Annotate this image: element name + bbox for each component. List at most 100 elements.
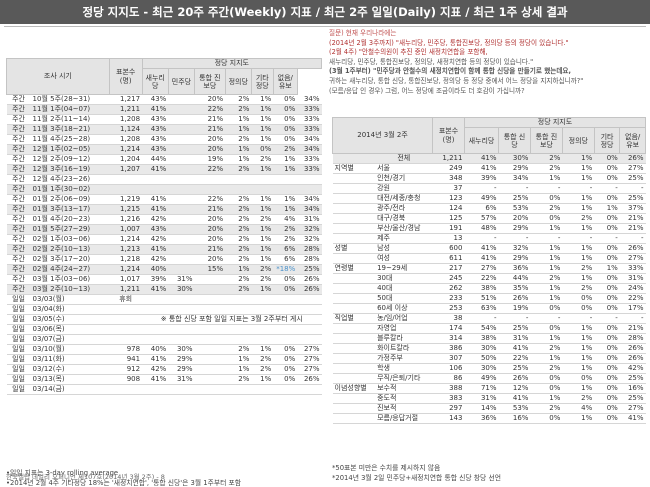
- row-value: [168, 174, 195, 185]
- row-value: [168, 144, 195, 155]
- row-value: 2%: [273, 234, 298, 245]
- detail-value: 33%: [619, 263, 646, 274]
- detail-value: 0%: [594, 223, 620, 234]
- row-type: 일일: [6, 384, 31, 395]
- detail-value: 1%: [562, 353, 595, 364]
- detail-value: 1%: [562, 203, 595, 214]
- row-value: 43%: [142, 134, 169, 145]
- row-type: 일일: [6, 354, 31, 365]
- row-period: 03/14(금): [30, 384, 110, 395]
- row-value: 21%: [194, 204, 226, 215]
- question-line: (2월 4주) "안철수의원이 추진 중인 새정치연합을 포함해,: [329, 48, 488, 57]
- row-value: [168, 384, 195, 395]
- detail-value: 25%: [619, 373, 646, 384]
- row-type: 주간: [6, 234, 31, 245]
- table-row: 일일 03/13(목) 908 41% 31% 2% 1% 0% 26%: [6, 374, 322, 385]
- detail-value: -: [498, 313, 531, 324]
- row-value: 22%: [194, 104, 226, 115]
- detail-sample: 1,211: [432, 153, 465, 164]
- table-row: 주간 03월 1주(03~06) 1,017 39% 31% 2% 2% 0% 26%: [6, 274, 322, 285]
- row-value: [297, 174, 322, 185]
- row-value: 43%: [142, 94, 169, 105]
- row-value: [225, 384, 252, 395]
- detail-table-panel: 2014년 3월 2주 표본수 (명) 정당 지지도 새누리당 통합 신당 통합 진…: [331, 117, 647, 482]
- detail-row: 화이트칼라 386 30% 41% 2% 1% 0% 26%: [332, 343, 646, 354]
- detail-value: 26%: [619, 343, 646, 354]
- detail-value: -: [594, 233, 620, 244]
- detail-group: [332, 273, 376, 284]
- detail-group: [332, 153, 376, 164]
- detail-group: 직업별: [332, 313, 376, 324]
- row-sample: 1,218: [109, 254, 143, 265]
- detail-value: 0%: [594, 383, 620, 394]
- detail-value: 53%: [498, 203, 531, 214]
- detail-group: 이념성향별: [332, 383, 376, 394]
- detail-value: 53%: [498, 403, 531, 414]
- detail-value: 2%: [530, 403, 563, 414]
- detail-row: 중도적 383 31% 41% 1% 2% 0% 25%: [332, 393, 646, 404]
- row-value: 0%: [273, 284, 298, 295]
- detail-sample: 37: [432, 183, 465, 194]
- row-sample: 1,215: [109, 204, 143, 215]
- row-value: 43%: [142, 114, 169, 125]
- row-value: [168, 194, 195, 205]
- row-type: 주간: [6, 134, 31, 145]
- row-period: 03/10(월): [30, 344, 110, 355]
- note-line: •일일 지표는 3-day rolling average: [6, 469, 119, 477]
- detail-value: 0%: [530, 373, 563, 384]
- row-value: 29%: [168, 354, 195, 365]
- table-row: 주간 02월 1주(03~06) 1,214 42% 20% 2% 1% 2% 32%: [6, 234, 322, 245]
- row-sample: 1,211: [109, 104, 143, 115]
- row-value: 42%: [142, 234, 169, 245]
- detail-value: 1%: [562, 193, 595, 204]
- row-value: 2%: [225, 254, 252, 265]
- row-sample: 1,214: [109, 234, 143, 245]
- row-type: 주간: [6, 244, 31, 255]
- detail-row: 블루칼라 314 38% 31% 1% 1% 0% 28%: [332, 333, 646, 344]
- detail-value: -: [619, 233, 646, 244]
- detail-value: 0%: [594, 393, 620, 404]
- detail-value: 0%: [562, 373, 595, 384]
- row-type: 주간: [6, 254, 31, 265]
- row-value: 0%: [273, 374, 298, 385]
- detail-value: 16%: [498, 413, 531, 424]
- detail-label: 무직/은퇴/기타: [375, 373, 433, 384]
- detail-sample: 125: [432, 213, 465, 224]
- detail-sample: 13: [432, 233, 465, 244]
- row-value: 2%: [251, 354, 274, 365]
- detail-group: [332, 183, 376, 194]
- row-value: 1%: [251, 134, 274, 145]
- weekly-daily-table-panel: 조사 시기 표본수 (명) 정당 지지도 새누리당 민주당 통합 진보당 정의당 기타 …: [6, 58, 323, 487]
- detail-party-col-header: 정의당: [561, 127, 595, 154]
- row-period: 12월 2주(09~12): [30, 154, 110, 165]
- row-sample: 1,208: [109, 134, 143, 145]
- row-period: 03/11(화): [30, 354, 110, 365]
- row-value: 41%: [142, 244, 169, 255]
- detail-row: 광주/전라 124 6% 53% 2% 1% 1% 37%: [332, 203, 646, 214]
- row-type: 주간: [6, 224, 31, 235]
- row-value: 1%: [251, 114, 274, 125]
- detail-sample: 600: [432, 243, 465, 254]
- row-period: 03/13(목): [30, 374, 110, 385]
- detail-value: 0%: [530, 193, 563, 204]
- row-value: [168, 94, 195, 105]
- table-row: 일일 03/11(화) 941 41% 29% 1% 2% 0% 27%: [6, 354, 322, 365]
- detail-label: 대구/경북: [375, 213, 433, 224]
- row-sample: 1,213: [109, 244, 143, 255]
- row-value: [168, 164, 195, 175]
- row-value: 41%: [142, 354, 169, 365]
- row-value: 22%: [194, 164, 226, 175]
- table-row: 주간 12월 2주(09~12) 1,204 44% 19% 1% 2% 1% 33%: [6, 154, 322, 165]
- detail-value: 0%: [594, 253, 620, 264]
- detail-label: 농/임/어업: [375, 313, 433, 324]
- detail-value: 0%: [594, 373, 620, 384]
- detail-group: 성별: [332, 243, 376, 254]
- row-period: 01월 5주(27~29): [30, 224, 110, 235]
- detail-value: 1%: [562, 253, 595, 264]
- row-value: 1%: [251, 224, 274, 235]
- detail-group: 지역별: [332, 163, 376, 174]
- row-sample: 1,214: [109, 144, 143, 155]
- detail-sample: 388: [432, 383, 465, 394]
- detail-value: 0%: [562, 303, 595, 314]
- row-value: [168, 264, 195, 275]
